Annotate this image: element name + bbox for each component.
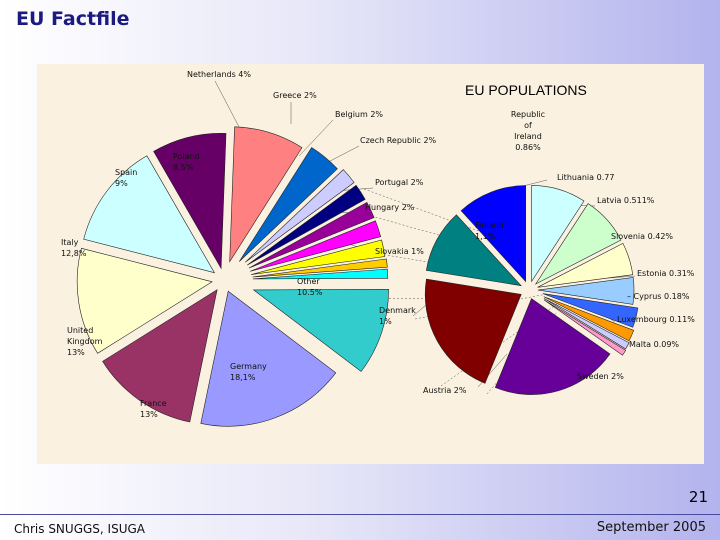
small-slice-republic-of-ireland (531, 185, 585, 283)
eu-label-slovakia: Slovakia 1% (375, 247, 424, 256)
eu-slice-hungary (251, 239, 386, 275)
eu-slice-spain (153, 133, 227, 270)
small-slice-lithuania (534, 203, 622, 285)
chart-title: EU POPULATIONS (465, 82, 587, 98)
eu-label-portugal: Portugal 2% (375, 178, 424, 187)
small-label-cyprus: – Cyprus 0.18% (627, 292, 690, 301)
pie-charts: Spain 9% Poland 8,5% Netherlands 4% Greece 2%… (61, 70, 695, 427)
page-number: 21 (688, 488, 708, 506)
eu-slice-slovakia (252, 258, 388, 278)
small-slice-denmark (425, 214, 522, 287)
leader-line (298, 119, 334, 157)
small-slice-estonia (542, 293, 639, 328)
slice-labels: Spain 9% Poland 8,5% Netherlands 4% Greece 2%… (61, 70, 695, 419)
footer-divider (0, 514, 720, 515)
eu-label-greece: Greece 2% (273, 91, 317, 100)
eu-slice-portugal (250, 220, 382, 272)
eu-label-italy: Italy 12,8% (61, 238, 87, 258)
eu-slice-germany (200, 290, 337, 427)
small-slice-luxembourg (543, 298, 630, 350)
small-label-luxembourg: Luxembourg 0.11% (617, 315, 695, 324)
small-slice-cyprus (543, 296, 635, 342)
eu-label-united-kingdom: United Kingdom 13% (67, 326, 103, 357)
small-label-austria: Austria 2% (423, 386, 467, 395)
small-label-slovenia: Slovenia 0.42% (611, 232, 673, 241)
leader-line (608, 275, 636, 279)
small-slice-latvia (537, 242, 634, 288)
small-label-malta: Malta 0.09% (629, 340, 679, 349)
small-label-estonia: Estonia 0.31% (637, 269, 695, 278)
eu-slice-italy (83, 155, 216, 274)
small-slice-malta (543, 299, 627, 356)
footer-author: Chris SNUGGS, ISUGA (14, 522, 145, 536)
eu-label-spain: Spain 9% (115, 168, 137, 188)
small-slice-slovenia (537, 277, 635, 305)
eu-slice-united-kingdom (76, 247, 213, 354)
eu-slice-czech-republic (248, 201, 375, 269)
eu-slice-other (252, 288, 389, 372)
eu-slice-netherlands (239, 147, 338, 262)
small-label-sweden: Sweden 2% (577, 372, 624, 381)
slide-title: EU Factfile (16, 8, 130, 30)
footer-date: September 2005 (596, 520, 706, 535)
small-label-latvia: Latvia 0.511% (597, 196, 655, 205)
eu-label-other: Other 10.5% (297, 277, 323, 297)
small-slice-finland (460, 185, 526, 283)
small-slice-sweden (494, 298, 611, 395)
small-label-republic-of-ireland: Republic of Ireland 0.86% (511, 110, 545, 152)
eu-slice-finland (252, 268, 389, 280)
eu-pie-chart (76, 126, 389, 427)
eu-label-netherlands: Netherlands 4% (187, 70, 251, 79)
eu-label-belgium: Belgium 2% (335, 110, 383, 119)
eu-label-czech-republic: Czech Republic 2% (360, 136, 437, 145)
eu-label-germany: Germany 18,1% (230, 362, 267, 382)
small-label-denmark: Denmark 1% (379, 306, 416, 326)
eu-label-poland: Poland 8,5% (173, 152, 200, 172)
small-label-finland: Finland 1,1% (475, 221, 504, 241)
eu-slice-belgium (247, 184, 366, 266)
small-states-pie-chart (424, 185, 639, 395)
chart-panel: Spain 9% Poland 8,5% Netherlands 4% Greece 2%… (37, 64, 704, 464)
eu-slice-france (102, 289, 218, 423)
eu-slice-greece (244, 169, 355, 263)
eu-slice-poland (229, 126, 303, 263)
eu-label-france: France 13% (140, 399, 167, 419)
small-slice-austria (424, 278, 522, 384)
small-label-lithuania: Lithuania 0.77 (557, 173, 614, 182)
eu-label-hungary: Hungary 2% (365, 203, 415, 212)
